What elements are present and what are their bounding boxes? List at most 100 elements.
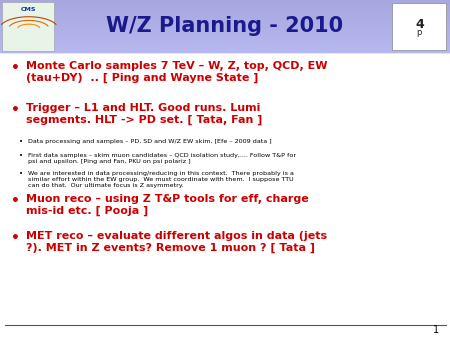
Bar <box>0 9 450 10</box>
Bar <box>0 34 450 35</box>
Bar <box>0 14 450 15</box>
Bar <box>0 40 450 41</box>
Bar <box>0 41 450 42</box>
Bar <box>0 37 450 38</box>
Bar <box>0 36 450 37</box>
Bar <box>0 17 450 18</box>
Bar <box>0 17 450 18</box>
Bar <box>0 25 450 26</box>
Bar <box>0 35 450 36</box>
Text: •: • <box>19 171 23 177</box>
Bar <box>0 21 450 22</box>
Bar <box>0 46 450 47</box>
Bar <box>0 29 450 30</box>
Bar <box>0 2 450 3</box>
Text: •: • <box>19 139 23 145</box>
Bar <box>0 31 450 32</box>
Bar <box>0 47 450 48</box>
Bar <box>0 28 450 29</box>
Bar <box>0 13 450 14</box>
Bar <box>0 49 450 50</box>
Text: Data processing and samples – PD, SD and W/Z EW skim, [Efe – 2009 data ]: Data processing and samples – PD, SD and… <box>28 139 271 144</box>
Bar <box>0 26 450 27</box>
Bar <box>0 47 450 48</box>
Text: Trigger – L1 and HLT. Good runs. Lumi
segments. HLT -> PD set. [ Tata, Fan ]: Trigger – L1 and HLT. Good runs. Lumi se… <box>26 103 262 125</box>
Bar <box>0 34 450 35</box>
Text: •: • <box>11 61 20 75</box>
Bar <box>0 50 450 51</box>
Text: Muon reco – using Z T&P tools for eff, charge
mis-id etc. [ Pooja ]: Muon reco – using Z T&P tools for eff, c… <box>26 194 309 216</box>
Bar <box>0 4 450 5</box>
Bar <box>0 45 450 46</box>
Text: •: • <box>11 194 20 208</box>
Bar <box>0 3 450 4</box>
Text: First data samples – skim muon candidates – QCD isolation study,.... Follow T&P : First data samples – skim muon candidate… <box>28 153 296 164</box>
Bar <box>0 44 450 45</box>
Bar <box>0 12 450 13</box>
Bar <box>0 19 450 20</box>
Bar <box>0 18 450 19</box>
Text: 1: 1 <box>432 324 439 335</box>
Bar <box>0 36 450 37</box>
Bar <box>0 14 450 15</box>
Bar <box>0 23 450 24</box>
Bar <box>0 30 450 31</box>
Bar <box>0 44 450 45</box>
Bar <box>0 20 450 21</box>
Bar <box>0 11 450 12</box>
Bar <box>0 15 450 16</box>
Bar <box>0 43 450 44</box>
Bar <box>0 19 450 20</box>
Text: 4: 4 <box>415 18 424 31</box>
Bar <box>0 28 450 29</box>
Text: •: • <box>11 103 20 117</box>
Bar <box>0 49 450 50</box>
Bar <box>0 26 450 27</box>
Text: W/Z Planning - 2010: W/Z Planning - 2010 <box>107 16 343 36</box>
Bar <box>0 27 450 28</box>
Bar <box>0 9 450 10</box>
Bar <box>0 33 450 34</box>
Bar <box>0 1 450 2</box>
Bar <box>0 22 450 23</box>
Bar <box>0 42 450 43</box>
Bar <box>0 30 450 31</box>
Text: CMS: CMS <box>21 7 36 12</box>
Bar <box>0 11 450 13</box>
Bar <box>0 7 450 8</box>
Bar <box>0 21 450 22</box>
Bar <box>0 46 450 47</box>
Bar <box>0 5 450 6</box>
Bar <box>0 32 450 33</box>
FancyBboxPatch shape <box>2 2 54 51</box>
Bar <box>0 32 450 33</box>
Text: We are interested in data processing/reducing in this context.  There probably i: We are interested in data processing/red… <box>28 171 294 188</box>
Bar <box>0 23 450 24</box>
Bar <box>0 0 450 1</box>
Text: Monte Carlo samples 7 TeV – W, Z, top, QCD, EW
(tau+DY)  .. [ Ping and Wayne Sta: Monte Carlo samples 7 TeV – W, Z, top, Q… <box>26 61 328 83</box>
Bar <box>0 7 450 8</box>
Bar <box>0 51 450 52</box>
Bar <box>0 5 450 6</box>
Bar <box>0 40 450 41</box>
Bar <box>0 25 450 26</box>
Bar <box>0 8 450 9</box>
Text: p: p <box>417 28 422 38</box>
Bar <box>0 2 450 3</box>
FancyBboxPatch shape <box>392 3 446 50</box>
Bar <box>0 48 450 49</box>
Bar <box>0 42 450 43</box>
Bar <box>0 24 450 25</box>
Bar <box>0 38 450 39</box>
Bar <box>0 38 450 39</box>
Bar <box>0 15 450 16</box>
Bar <box>0 0 450 1</box>
Text: •: • <box>11 231 20 245</box>
Text: MET reco – evaluate different algos in data (jets
?). MET in Z events? Remove 1 : MET reco – evaluate different algos in d… <box>26 231 327 254</box>
Bar <box>0 51 450 52</box>
Bar <box>0 39 450 40</box>
Bar <box>0 6 450 7</box>
Text: •: • <box>19 153 23 159</box>
Bar <box>0 4 450 5</box>
Bar <box>0 10 450 11</box>
